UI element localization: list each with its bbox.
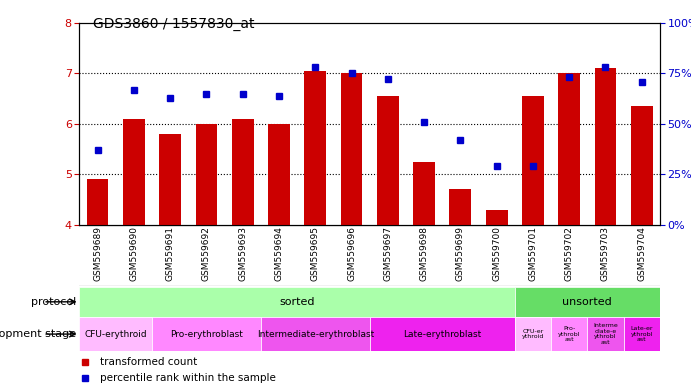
Text: GSM559691: GSM559691 (166, 227, 175, 281)
Bar (79, 287, 515, 317)
Bar (79, 317, 152, 351)
Text: CFU-erythroid: CFU-erythroid (84, 329, 147, 339)
Text: development stage: development stage (0, 329, 76, 339)
Bar (370, 317, 515, 351)
Bar (623, 317, 660, 351)
Bar (594, 68, 616, 225)
Text: GSM559700: GSM559700 (492, 227, 501, 281)
Text: Late-erythroblast: Late-erythroblast (403, 329, 482, 339)
Text: GSM559699: GSM559699 (456, 227, 465, 281)
Text: GSM559696: GSM559696 (347, 227, 356, 281)
Bar (515, 287, 660, 317)
Text: GSM559695: GSM559695 (311, 227, 320, 281)
Bar (152, 317, 261, 351)
Text: GSM559703: GSM559703 (601, 227, 610, 281)
Bar (268, 124, 290, 225)
Bar (587, 317, 623, 351)
Text: GSM559701: GSM559701 (529, 227, 538, 281)
Text: GSM559689: GSM559689 (93, 227, 102, 281)
Text: sorted: sorted (279, 297, 315, 307)
Text: protocol: protocol (31, 297, 76, 307)
Bar (631, 106, 652, 225)
Text: Pro-
ythrobl
ast: Pro- ythrobl ast (558, 326, 580, 342)
Text: GSM559690: GSM559690 (129, 227, 138, 281)
Bar (341, 73, 362, 225)
Bar (377, 96, 399, 225)
Text: unsorted: unsorted (562, 297, 612, 307)
Text: GDS3860 / 1557830_at: GDS3860 / 1557830_at (93, 17, 255, 31)
Text: Late-er
ythrobl
ast: Late-er ythrobl ast (630, 326, 653, 342)
Text: GSM559697: GSM559697 (384, 227, 392, 281)
Bar (304, 71, 326, 225)
Text: GSM559704: GSM559704 (637, 227, 646, 281)
Text: GSM559702: GSM559702 (565, 227, 574, 281)
Text: transformed count: transformed count (100, 358, 197, 367)
Bar (515, 317, 551, 351)
Text: Interme
diate-e
ythrobl
ast: Interme diate-e ythrobl ast (593, 323, 618, 345)
Text: GSM559693: GSM559693 (238, 227, 247, 281)
Text: GSM559692: GSM559692 (202, 227, 211, 281)
Text: Intermediate-erythroblast: Intermediate-erythroblast (256, 329, 374, 339)
Text: CFU-er
ythroid: CFU-er ythroid (522, 329, 544, 339)
Bar (123, 119, 144, 225)
Bar (196, 124, 217, 225)
Bar (522, 96, 544, 225)
Bar (261, 317, 370, 351)
Bar (413, 162, 435, 225)
Bar (486, 210, 507, 225)
Text: Pro-erythroblast: Pro-erythroblast (170, 329, 243, 339)
Text: GSM559694: GSM559694 (274, 227, 283, 281)
Bar (231, 119, 254, 225)
Bar (449, 189, 471, 225)
Text: percentile rank within the sample: percentile rank within the sample (100, 373, 276, 383)
Bar (86, 179, 108, 225)
Bar (551, 317, 587, 351)
Bar (558, 73, 580, 225)
Bar (159, 134, 181, 225)
Text: GSM559698: GSM559698 (419, 227, 428, 281)
